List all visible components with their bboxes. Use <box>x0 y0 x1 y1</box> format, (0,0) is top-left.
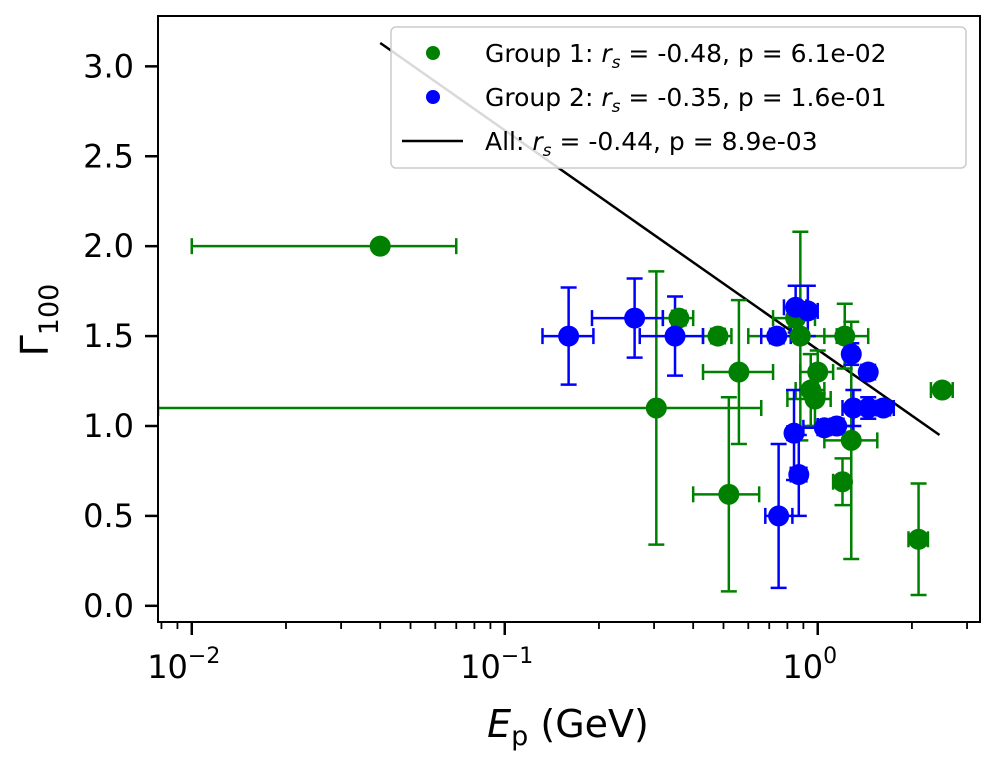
legend-label-all: All: rs = -0.44, p = 8.9e-03 <box>485 127 818 161</box>
y-tick-label: 3.0 <box>83 47 134 85</box>
data-point-group-1 <box>728 361 750 383</box>
data-point-group-2 <box>624 307 646 329</box>
data-point-group-2 <box>768 505 790 527</box>
legend-label-group-1: Group 1: rs = -0.48, p = 6.1e-02 <box>485 39 887 73</box>
data-point-group-2 <box>826 415 848 437</box>
x-axis-title-sub: p <box>511 721 528 752</box>
data-point-group-2 <box>857 397 879 419</box>
y-axis-title-sub: 100 <box>34 284 65 336</box>
data-point-group-2 <box>766 325 788 347</box>
plot-frame <box>157 15 981 623</box>
data-point-group-1 <box>804 388 826 410</box>
data-point-group-1 <box>832 471 854 493</box>
data-point-group-1 <box>931 379 953 401</box>
data-point-group-2 <box>857 361 879 383</box>
y-tick-label: 2.0 <box>83 227 134 265</box>
x-tick-label: 10−2 <box>147 644 220 686</box>
legend-marker-group-2 <box>426 90 440 104</box>
data-point-group-2 <box>797 300 819 322</box>
y-tick-label: 2.5 <box>83 137 134 175</box>
data-point-group-1 <box>834 325 856 347</box>
y-axis-title: Γ100 <box>13 284 65 357</box>
legend: Group 1: rs = -0.48, p = 6.1e-02 Group 2… <box>390 26 967 169</box>
data-point-group-2 <box>788 464 810 486</box>
data-point-group-2 <box>664 325 686 347</box>
y-tick-label: 0.0 <box>83 587 134 625</box>
x-tick-label: 10−1 <box>460 644 533 686</box>
data-point-group-1 <box>807 361 829 383</box>
x-axis-title: Ep (GeV) <box>487 702 649 752</box>
y-axis-title-main: Γ <box>13 335 57 356</box>
data-point-group-2 <box>842 397 864 419</box>
y-tick-label: 0.5 <box>83 497 134 535</box>
data-point-group-2 <box>840 343 862 365</box>
data-point-group-1 <box>789 325 811 347</box>
data-point-group-1 <box>668 307 690 329</box>
legend-marker-group-1 <box>426 46 440 60</box>
data-point-group-1 <box>718 483 740 505</box>
y-tick-label: 1.5 <box>83 317 134 355</box>
x-tick-label: 100 <box>782 644 837 686</box>
data-point-group-1 <box>369 235 391 257</box>
y-tick-label: 1.0 <box>83 407 134 445</box>
y-axis: 0.0 0.5 1.0 1.5 2.0 2.5 3.0 <box>83 47 158 625</box>
data-point-group-1 <box>840 429 862 451</box>
data-point-group-2 <box>872 397 894 419</box>
data-point-group-1 <box>707 325 729 347</box>
legend-label-group-2: Group 2: rs = -0.35, p = 1.6e-01 <box>485 83 887 117</box>
data-point-group-1 <box>645 397 667 419</box>
x-axis: 10−2 10−1 100 <box>147 622 968 686</box>
data-point-group-2 <box>783 422 805 444</box>
x-axis-title-unit: (GeV) <box>528 702 649 746</box>
legend-box <box>390 26 967 169</box>
data-point-group-1 <box>908 528 930 550</box>
error-bar-group-1 <box>190 238 458 255</box>
x-axis-title-main: E <box>487 702 511 746</box>
data-point-group-2 <box>558 325 580 347</box>
points-layer <box>369 235 953 550</box>
error-bars-layer <box>158 230 954 597</box>
